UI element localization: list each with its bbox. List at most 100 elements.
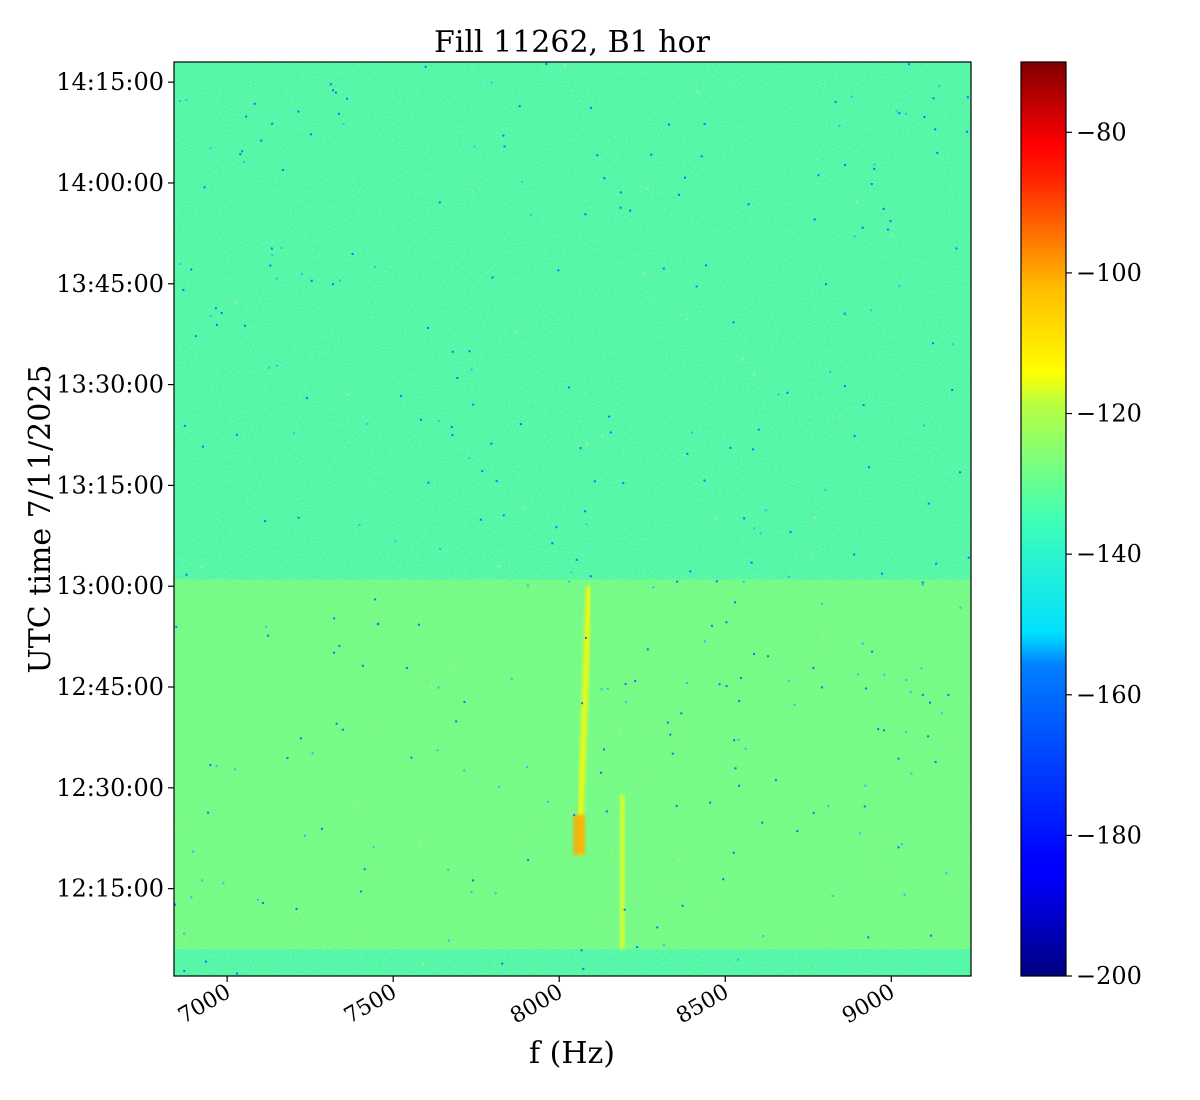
y-tick-label: 14:15:00 bbox=[56, 68, 164, 96]
heatmap-speckle bbox=[557, 269, 560, 272]
heatmap-speckle bbox=[190, 896, 193, 899]
heatmap-speckle bbox=[234, 768, 237, 771]
heatmap-speckle bbox=[652, 586, 655, 589]
heatmap-speckle bbox=[714, 517, 717, 520]
heatmap-speckle bbox=[629, 209, 632, 212]
heatmap-speckle bbox=[761, 821, 764, 824]
heatmap-speckle bbox=[419, 418, 422, 421]
heatmap-speckle bbox=[518, 105, 521, 108]
heatmap-speckle bbox=[889, 220, 892, 223]
plot-area bbox=[174, 62, 971, 976]
heatmap-speckle bbox=[753, 527, 756, 530]
heatmap-speckle bbox=[934, 761, 937, 764]
heatmap-speckle bbox=[662, 267, 665, 270]
y-tick-label: 12:15:00 bbox=[56, 875, 164, 903]
heatmap-speckle bbox=[634, 895, 637, 898]
heatmap-speckle bbox=[410, 756, 413, 759]
heatmap-speckle bbox=[669, 733, 672, 736]
heatmap-speckle bbox=[905, 112, 908, 115]
heatmap-speckle bbox=[596, 154, 599, 157]
heatmap-speckle bbox=[680, 712, 683, 715]
y-axis: 12:15:00 12:30:00 12:45:00 13:00:00 13:15:00… bbox=[56, 68, 174, 903]
heatmap-speckle bbox=[883, 729, 886, 732]
heatmap-speckle bbox=[182, 288, 185, 291]
heatmap-speckle bbox=[372, 845, 375, 848]
y-tick-label: 13:45:00 bbox=[56, 270, 164, 298]
heatmap-speckle bbox=[260, 139, 263, 142]
heatmap-speckle bbox=[261, 901, 264, 904]
heatmap-speckle bbox=[527, 859, 530, 862]
heatmap-speckle bbox=[546, 800, 549, 803]
heatmap-speckle bbox=[579, 447, 582, 450]
heatmap-speckle bbox=[309, 133, 312, 136]
heatmap-speckle bbox=[361, 664, 364, 667]
heatmap-speckle bbox=[209, 147, 212, 150]
heatmap-speckle bbox=[921, 581, 924, 584]
heatmap-speckle bbox=[297, 110, 300, 113]
heatmap-speckle bbox=[185, 573, 188, 576]
heatmap-speckle bbox=[481, 470, 484, 473]
heatmap-speckle bbox=[175, 625, 178, 628]
x-axis-label: f (Hz) bbox=[529, 1036, 615, 1071]
heatmap-speckle bbox=[427, 481, 430, 484]
heatmap-speckle bbox=[753, 372, 756, 375]
heatmap-speckle bbox=[555, 526, 558, 529]
heatmap-speckle bbox=[220, 311, 223, 314]
heatmap-speckle bbox=[704, 640, 707, 643]
heatmap-speckle bbox=[239, 153, 242, 156]
heatmap-speckle bbox=[966, 130, 969, 133]
heatmap-speckle bbox=[870, 183, 873, 186]
heatmap-speckle bbox=[666, 721, 669, 724]
heatmap-speckle bbox=[515, 331, 518, 334]
heatmap-speckle bbox=[310, 279, 313, 282]
heatmap-speckle bbox=[490, 442, 493, 445]
y-tick-label: 13:30:00 bbox=[56, 371, 164, 399]
heatmap-speckle bbox=[502, 134, 505, 137]
heatmap-speckle bbox=[567, 386, 570, 389]
heatmap-speckle bbox=[545, 62, 548, 65]
heatmap-speckle bbox=[292, 432, 295, 435]
heatmap-speckle bbox=[834, 100, 837, 103]
heatmap-speckle bbox=[585, 523, 588, 526]
heatmap-speckle bbox=[857, 673, 860, 676]
heatmap-speckle bbox=[737, 738, 740, 741]
heatmap-speckle bbox=[725, 685, 728, 688]
heatmap-speckle bbox=[510, 677, 513, 680]
heatmap-feature-hot-spot bbox=[573, 814, 586, 856]
heatmap-speckle bbox=[738, 784, 741, 787]
heatmap-speckle bbox=[747, 203, 750, 206]
heatmap-speckle bbox=[878, 834, 881, 837]
heatmap-speckle bbox=[929, 701, 932, 704]
heatmap-speckle bbox=[455, 720, 458, 723]
heatmap-speckle bbox=[871, 650, 874, 653]
heatmap-speckle bbox=[821, 635, 824, 638]
heatmap-speckle bbox=[201, 445, 204, 448]
heatmap-speckle bbox=[821, 602, 824, 605]
heatmap-speckle bbox=[907, 63, 910, 66]
chart-title: Fill 11262, B1 hor bbox=[434, 25, 711, 60]
heatmap-speckle bbox=[838, 125, 841, 128]
heatmap-speckle bbox=[201, 879, 204, 882]
heatmap-speckle bbox=[882, 207, 885, 210]
heatmap-speckle bbox=[367, 479, 370, 482]
heatmap-speckle bbox=[867, 466, 870, 469]
heatmap-speckle bbox=[873, 167, 876, 170]
heatmap-speckle bbox=[786, 391, 789, 394]
heatmap-speckle bbox=[821, 686, 824, 689]
heatmap-speckle bbox=[880, 572, 883, 575]
heatmap-speckle bbox=[677, 193, 680, 196]
heatmap-speckle bbox=[542, 822, 545, 825]
heatmap-speckle bbox=[690, 431, 693, 434]
heatmap-speckle bbox=[920, 667, 923, 670]
heatmap-speckle bbox=[245, 115, 248, 118]
heatmap-speckle bbox=[675, 804, 678, 807]
heatmap-speckle bbox=[175, 825, 178, 828]
heatmap-speckle bbox=[850, 95, 853, 98]
heatmap-speckle bbox=[843, 384, 846, 387]
heatmap-speckle bbox=[242, 160, 245, 163]
heatmap-speckle bbox=[686, 318, 689, 321]
heatmap-speckle bbox=[733, 739, 736, 742]
heatmap-speckle bbox=[286, 756, 289, 759]
heatmap-speckle bbox=[777, 393, 780, 396]
